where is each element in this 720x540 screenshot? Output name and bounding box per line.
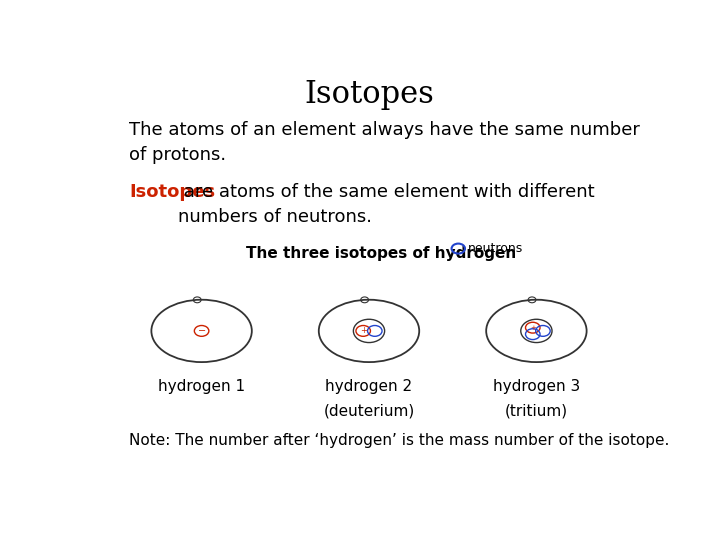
Text: Note: The number after ‘hydrogen’ is the mass number of the isotope.: Note: The number after ‘hydrogen’ is the…: [129, 433, 670, 448]
Text: neutrons: neutrons: [468, 242, 523, 255]
Text: +: +: [530, 325, 536, 330]
Text: Isotopes: Isotopes: [304, 79, 434, 110]
Text: The atoms of an element always have the same number
of protons.: The atoms of an element always have the …: [129, 121, 640, 164]
Text: (deuterium): (deuterium): [323, 404, 415, 418]
Text: hydrogen 3: hydrogen 3: [492, 379, 580, 394]
Text: −: −: [197, 326, 206, 336]
Text: +: +: [360, 326, 366, 335]
Text: (tritium): (tritium): [505, 404, 568, 418]
Text: The three isotopes of hydrogen: The three isotopes of hydrogen: [246, 246, 516, 261]
Text: Isotopes: Isotopes: [129, 183, 215, 201]
Text: are atoms of the same element with different
numbers of neutrons.: are atoms of the same element with diffe…: [178, 183, 594, 226]
Text: hydrogen 1: hydrogen 1: [158, 379, 246, 394]
Text: hydrogen 2: hydrogen 2: [325, 379, 413, 394]
